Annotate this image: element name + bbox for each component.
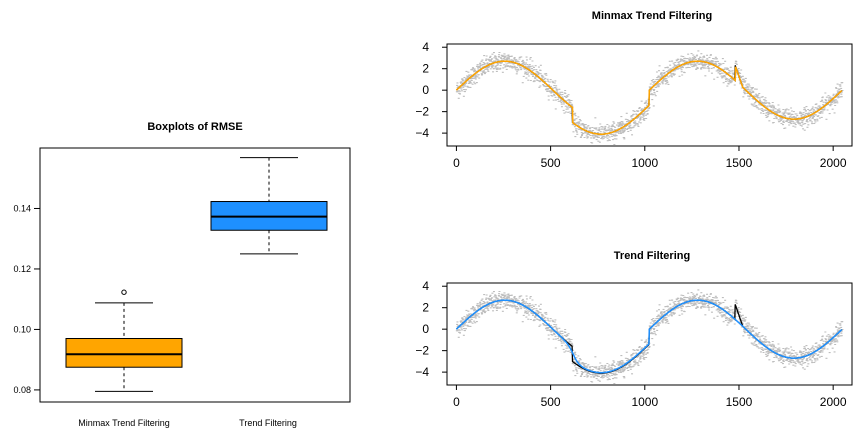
- y-tick-label: 0.12: [13, 264, 31, 274]
- trend-axes: 4 2 0 −2 −4 0 500 1000 1500 2000: [415, 279, 847, 409]
- x-tick-label: 1000: [631, 156, 658, 170]
- minmax-plot-frame: [446, 43, 853, 147]
- y-tick-label: 0.14: [13, 203, 31, 213]
- x-tick-label: Trend Filtering: [239, 418, 297, 428]
- y-tick-label: 2: [422, 301, 429, 315]
- outlier-point: [121, 289, 127, 295]
- boxplot-x-axis: Minmax Trend Filtering Trend Filtering: [78, 418, 297, 428]
- y-tick-label: 4: [422, 40, 429, 54]
- x-tick-label: 1500: [726, 156, 753, 170]
- y-tick-label: 0: [422, 322, 429, 336]
- minmax-plot-area: [455, 50, 844, 146]
- x-tick-label: 500: [541, 156, 561, 170]
- y-tick-label: 0.10: [13, 324, 31, 334]
- x-tick-label: 2000: [820, 156, 847, 170]
- x-tick-label: Minmax Trend Filtering: [78, 418, 170, 428]
- boxplot-title: Boxplots of RMSE: [147, 121, 242, 133]
- y-tick-label: −2: [415, 105, 429, 119]
- boxplot-y-axis: 0.08 0.10 0.12 0.14: [13, 148, 41, 402]
- x-tick-label: 0: [453, 156, 460, 170]
- minmax-trend-filtering-panel: Minmax Trend Filtering 4 2 0 −2 −4 0 500 1000 15…: [415, 10, 853, 170]
- x-tick-label: 500: [541, 395, 561, 409]
- rmse-boxplot-panel: Boxplots of RMSE 0.08 0.10 0.12 0.14 Minmax…: [13, 121, 351, 428]
- trend-plot-area: [455, 289, 844, 385]
- fitted-line: [455, 299, 843, 374]
- y-tick-label: −2: [415, 344, 429, 358]
- y-tick-label: 0: [422, 83, 429, 97]
- minmax-axes: 4 2 0 −2 −4 0 500 1000 1500 2000: [415, 40, 847, 170]
- y-tick-label: 4: [422, 279, 429, 293]
- x-tick-label: 2000: [820, 395, 847, 409]
- x-tick-label: 1000: [631, 395, 658, 409]
- y-tick-label: −4: [415, 126, 429, 140]
- trend-filtering-panel: Trend Filtering 4 2 0 −2 −4 0 500 1000 1500 2000: [415, 250, 853, 409]
- x-tick-label: 0: [453, 395, 460, 409]
- panel-title: Minmax Trend Filtering: [592, 10, 712, 22]
- y-tick-label: −4: [415, 365, 429, 379]
- fitted-line: [455, 60, 843, 135]
- box: [65, 338, 183, 368]
- x-tick-label: 1500: [726, 395, 753, 409]
- boxplot-marks: [65, 157, 328, 392]
- panel-title: Trend Filtering: [614, 250, 690, 262]
- trend-plot-frame: [446, 282, 853, 386]
- y-tick-label: 0.08: [13, 385, 31, 395]
- y-tick-label: 2: [422, 62, 429, 76]
